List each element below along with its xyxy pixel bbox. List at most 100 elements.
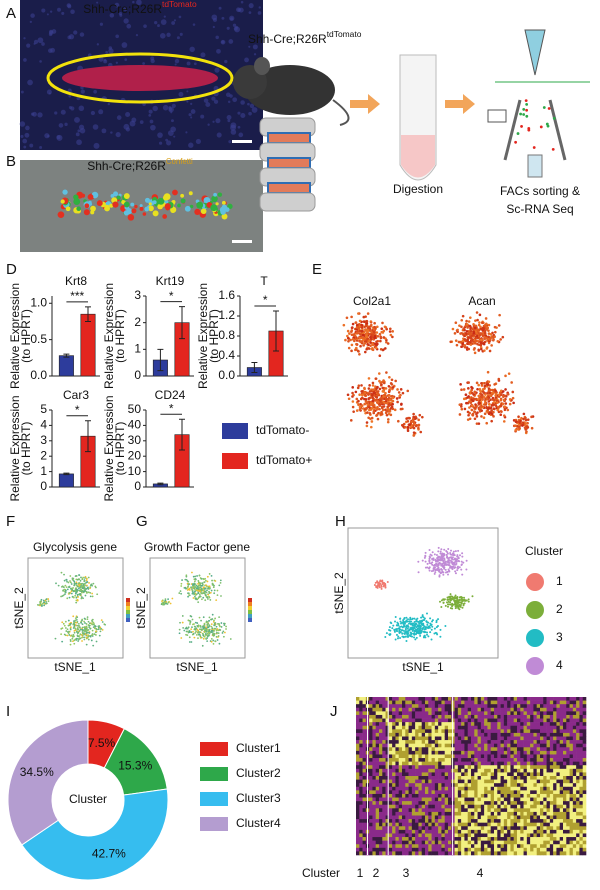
tsne-point [386, 632, 388, 634]
heatmap-cell [369, 772, 373, 776]
tissue-speck [230, 122, 236, 128]
heatmap-cell [425, 711, 429, 715]
heatmap-cell [363, 733, 367, 737]
tsne-point [219, 643, 221, 645]
heatmap-cell [376, 826, 380, 830]
heatmap-cell [441, 740, 445, 744]
heatmap-cell [399, 830, 403, 834]
heatmap-cell [435, 798, 439, 802]
tsne-point [416, 620, 418, 622]
heatmap-cell [382, 805, 386, 809]
heatmap-cell [405, 819, 409, 823]
heatmap-cell [395, 841, 399, 845]
tsne-point [488, 380, 491, 383]
tissue-speck [179, 92, 184, 97]
heatmap-cell [445, 719, 449, 723]
heatmap-cell [448, 823, 452, 827]
tsne-point [429, 549, 431, 551]
heatmap-cell [448, 697, 452, 701]
heatmap-cell [455, 729, 459, 733]
heatmap-cell [418, 762, 422, 766]
heatmap-cell [395, 830, 399, 834]
heatmap-cell [448, 769, 452, 773]
tsne-point [466, 330, 469, 333]
tsne-point [463, 597, 465, 599]
tissue-speck [47, 90, 52, 95]
tsne-point [454, 332, 457, 335]
heatmap-cell [458, 851, 462, 855]
heatmap-cell [369, 826, 373, 830]
tsne-point [452, 328, 455, 331]
heatmap-cell [432, 751, 436, 755]
heatmap-cell [418, 819, 422, 823]
tsne-point [436, 554, 438, 556]
heatmap-cell [372, 701, 376, 705]
heatmap-cell [418, 844, 422, 848]
heatmap-cell [395, 801, 399, 805]
heatmap-cell [458, 848, 462, 852]
heatmap-cell [369, 841, 373, 845]
heatmap-cell [389, 762, 393, 766]
heatmap-cell [418, 747, 422, 751]
heatmap-cell [428, 715, 432, 719]
tsne-point [89, 622, 91, 624]
tsne-point [207, 576, 209, 578]
heatmap-cell [418, 765, 422, 769]
tissue-speck [240, 113, 245, 118]
tsne-point [208, 592, 210, 594]
heatmap-cell [376, 701, 380, 705]
heatmap-cell [382, 769, 386, 773]
heatmap-cell [441, 826, 445, 830]
tsne-point [46, 603, 48, 605]
tsne-point [217, 623, 219, 625]
heatmap-cell [428, 783, 432, 787]
heatmap-cell [448, 776, 452, 780]
heatmap-cell [392, 816, 396, 820]
legend-swatch [222, 423, 248, 439]
heatmap-cell [369, 780, 373, 784]
heatmap-cell [409, 816, 413, 820]
heatmap-cell [448, 848, 452, 852]
tsne-point [484, 332, 487, 335]
tsne-point [205, 594, 207, 596]
heatmap-cell [445, 837, 449, 841]
heatmap-cell [438, 733, 442, 737]
tsne-point [81, 620, 83, 622]
heatmap-cell [399, 726, 403, 730]
legend-swatch [200, 817, 228, 831]
tsne-point [65, 627, 67, 629]
heatmap-cell [356, 851, 360, 855]
tsne-point [449, 557, 451, 559]
tsne-point [468, 598, 470, 600]
tsne-point [493, 408, 496, 411]
heatmap-cell [428, 729, 432, 733]
heatmap-cell [395, 844, 399, 848]
heatmap-cell [435, 780, 439, 784]
tsne-point [483, 343, 486, 346]
tsne-point [213, 634, 215, 636]
heatmap-cell [389, 719, 393, 723]
heatmap-cell [395, 737, 399, 741]
heatmap-cell [438, 794, 442, 798]
tsne-point [90, 595, 92, 597]
tsne-point [416, 637, 418, 639]
tissue-speck [98, 109, 103, 114]
heatmap-cell [399, 744, 403, 748]
tissue-speck [22, 139, 27, 144]
tsne-point [76, 585, 78, 587]
heatmap-cell [382, 798, 386, 802]
heatmap-cell [415, 729, 419, 733]
heatmap-cell [356, 790, 360, 794]
tsne-point [367, 416, 370, 419]
heatmap-cell [412, 801, 416, 805]
tissue-speck [168, 106, 171, 109]
heatmap-cell [409, 762, 413, 766]
tsne-point [454, 600, 456, 602]
heatmap-cell [422, 837, 426, 841]
tsne-point [456, 344, 459, 347]
tsne-point [503, 420, 506, 423]
tsne-point [223, 636, 225, 638]
tsne-point [202, 582, 204, 584]
heatmap-cell [402, 751, 406, 755]
